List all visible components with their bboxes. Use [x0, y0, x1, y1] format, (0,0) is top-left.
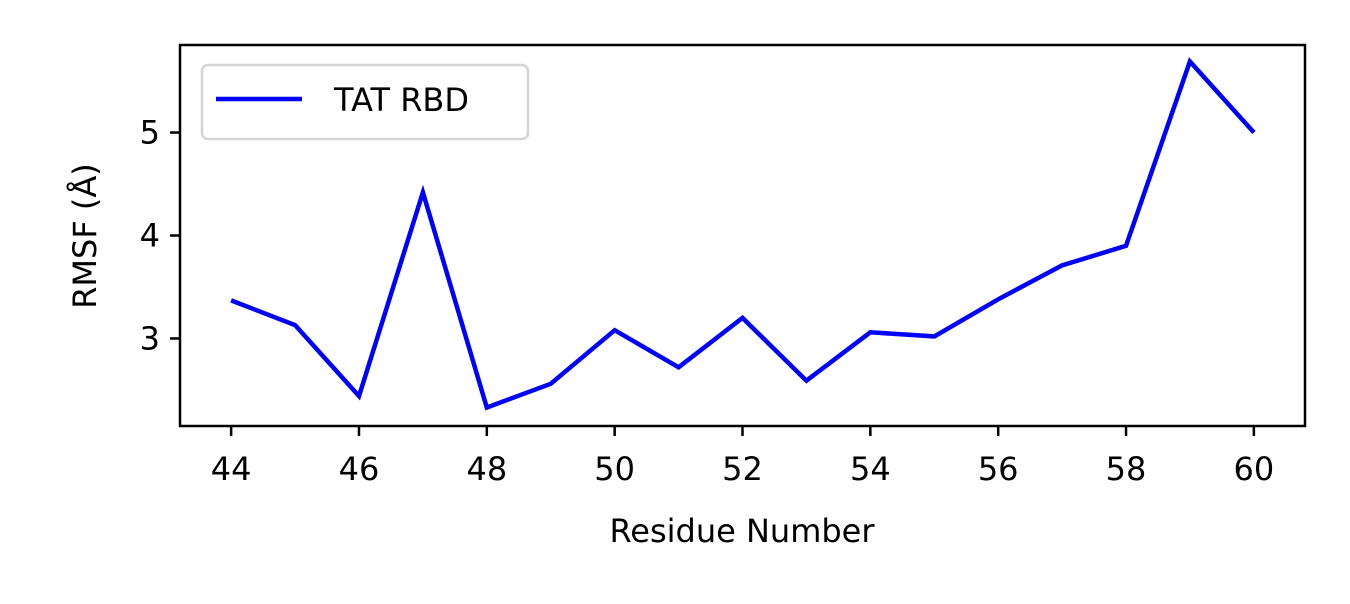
x-axis-ticks: 44 46 48 50 52 54 56 58 60 [211, 426, 1274, 488]
y-axis-ticks: 3 4 5 [140, 114, 180, 357]
y-tick-label: 3 [140, 319, 160, 357]
x-tick-label: 56 [978, 450, 1019, 488]
x-tick-label: 46 [339, 450, 380, 488]
x-tick-label: 54 [850, 450, 891, 488]
y-tick-label: 4 [140, 217, 160, 255]
x-tick-label: 60 [1234, 450, 1275, 488]
x-tick-label: 44 [211, 450, 252, 488]
series-line-tat-rbd [230, 57, 1256, 411]
x-tick-label: 52 [722, 450, 763, 488]
plot-frame [178, 43, 1307, 428]
y-tick-label: 5 [140, 114, 160, 152]
legend-label-tat-rbd: TAT RBD [333, 81, 469, 119]
x-tick-label: 58 [1106, 450, 1147, 488]
series-layer [230, 57, 1256, 411]
x-axis-title: Residue Number [609, 512, 875, 550]
y-axis-title: RMSF (Å) [66, 163, 104, 309]
legend: TAT RBD [200, 63, 530, 141]
x-tick-label: 50 [594, 450, 635, 488]
x-tick-label: 48 [466, 450, 507, 488]
legend-box [200, 63, 530, 141]
